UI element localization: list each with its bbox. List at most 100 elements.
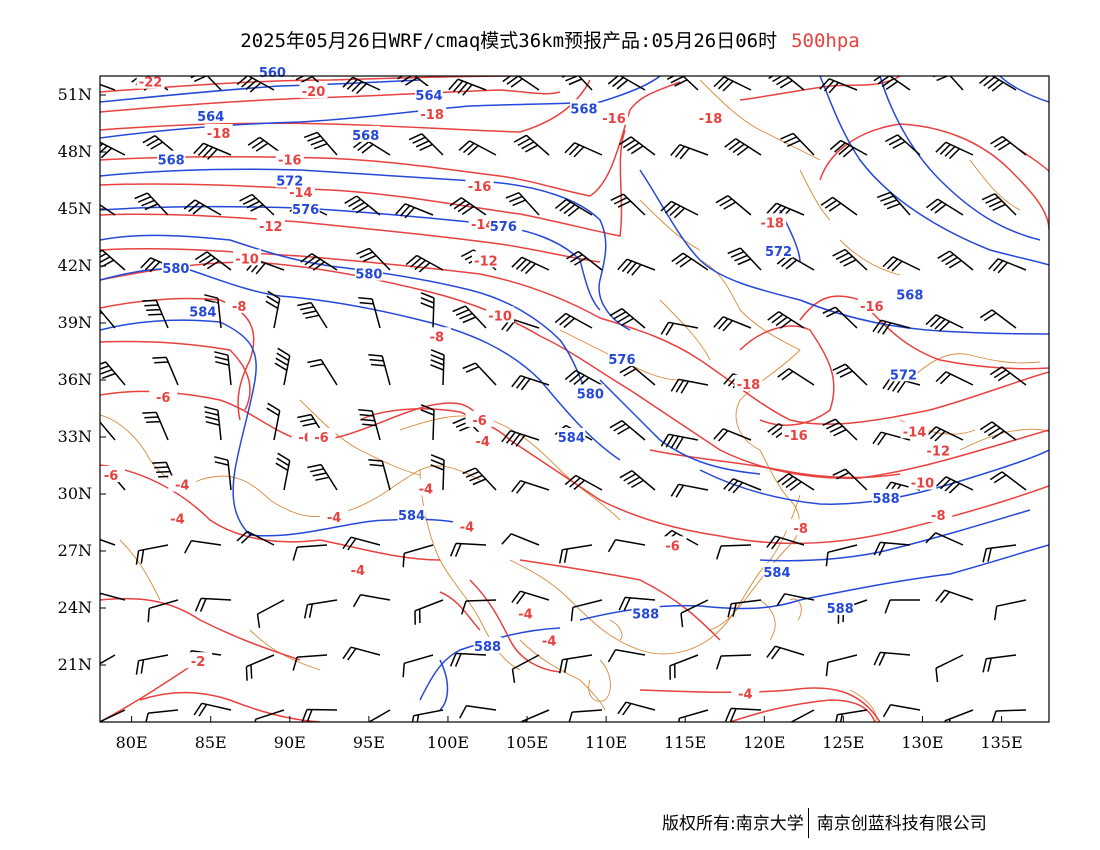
height-contour: [419, 627, 561, 701]
wind-barb: [678, 709, 709, 722]
wind-barb: [462, 362, 497, 386]
temperature-label: -8: [430, 330, 444, 345]
wind-barb: [142, 411, 169, 441]
wind-barb: [344, 195, 381, 216]
wind-barb: [935, 141, 974, 160]
wind-barb: [452, 417, 487, 441]
temperature-label: -12: [927, 444, 951, 459]
wind-barb: [214, 456, 232, 491]
lat-tick-label: 36N: [58, 370, 92, 389]
height-label-bg: [397, 505, 426, 522]
wind-barb: [448, 78, 487, 96]
wind-barb: [882, 704, 921, 718]
wind-barb: [266, 402, 281, 441]
lon-tick-label: 125E: [822, 733, 864, 752]
temperature-label: -18: [420, 108, 444, 123]
coastline: [699, 79, 821, 161]
temperature-label: -6: [156, 391, 170, 406]
coastline: [399, 415, 621, 521]
wind-barb: [356, 247, 391, 271]
wind-barb: [669, 654, 699, 680]
wind-barb: [607, 649, 646, 663]
wind-barb: [292, 544, 328, 561]
wind-barb: [619, 470, 656, 491]
lat-axis: 21N 24N 27N 30N 33N 36N 39N 42N 45N 48N 51N: [58, 85, 106, 674]
wind-barb: [607, 539, 646, 553]
lon-tick-label: 105E: [506, 733, 548, 752]
temperature-contour: [359, 408, 1049, 545]
temperature-label-bg: [168, 475, 197, 492]
wind-barb: [935, 589, 974, 604]
wind-barb: [568, 709, 603, 722]
temperature-label-bg: [465, 177, 494, 194]
coastline: [709, 449, 800, 631]
height-label: 584: [189, 306, 216, 321]
wind-barb: [513, 134, 550, 156]
wind-barb: [564, 369, 603, 388]
height-label-bg: [351, 125, 380, 142]
height-label: 584: [763, 566, 790, 581]
wind-barb: [462, 467, 497, 491]
height-label-bg: [473, 637, 502, 653]
temperature-contour: [100, 597, 301, 661]
wind-barb: [979, 309, 1017, 329]
wind-barb: [430, 349, 445, 386]
temperature-label-bg: [320, 507, 349, 524]
temperature-contour: [139, 691, 321, 722]
wind-barb: [292, 654, 328, 671]
temperature-label: -16: [468, 180, 492, 195]
wind-barb: [405, 254, 444, 273]
temperature-label: -18: [699, 112, 723, 127]
temperature-contour: [519, 559, 721, 641]
height-label: 576: [292, 203, 319, 218]
wind-barb: [978, 76, 1017, 92]
wind-barb: [670, 483, 709, 498]
temperature-label-bg: [471, 251, 500, 268]
wind-barb: [100, 538, 116, 546]
temperature-label: -16: [784, 429, 808, 444]
height-contour: [579, 544, 1049, 621]
wind-barb: [501, 429, 540, 447]
coastline: [969, 159, 1021, 211]
coastline: [759, 599, 776, 641]
wind-barb: [402, 544, 434, 568]
temperature-label-bg: [299, 82, 328, 99]
temperature-label-bg: [924, 505, 953, 522]
map-frame: [99, 75, 1050, 723]
coastline: [789, 598, 802, 621]
height-contour: [100, 234, 591, 401]
temperature-label: -12: [474, 254, 498, 269]
wind-barb: [989, 366, 1027, 386]
lon-tick-label: 115E: [664, 733, 706, 752]
title-main: 2025年05月26日WRF/cmaq模式36km预报产品:05月26日06时: [240, 30, 778, 52]
footer-divider: [807, 808, 809, 838]
height-label-bg: [895, 285, 924, 302]
temperature-label-bg: [136, 72, 165, 89]
height-label: 572: [890, 368, 917, 383]
wind-barb: [767, 311, 805, 329]
height-label: 588: [632, 608, 659, 623]
chart-title: 2025年05月26日WRF/cmaq模式36km预报产品:05月26日06时 5…: [0, 26, 1100, 53]
wind-barb: [724, 707, 762, 722]
wind-barb: [303, 599, 338, 619]
lat-tick-label: 48N: [58, 142, 92, 161]
temperature-label: -4: [460, 520, 474, 535]
height-label: 572: [765, 245, 792, 260]
temperature-label: -18: [760, 216, 784, 231]
lat-tick-label: 51N: [58, 85, 92, 104]
height-label-bg: [872, 488, 901, 505]
temperature-label-bg: [908, 473, 937, 490]
temperature-label-bg: [731, 684, 760, 701]
wind-barb: [618, 596, 656, 611]
temperature-label-bg: [781, 426, 810, 443]
wind-barb: [449, 652, 487, 667]
wind-barb: [671, 252, 709, 271]
wind-barb: [511, 256, 550, 275]
wind-barb: [617, 258, 656, 276]
temperature-label: -10: [911, 477, 935, 492]
height-label-bg: [889, 365, 918, 382]
wind-barb: [982, 544, 1017, 563]
height-label: 568: [158, 154, 185, 169]
wind-barb: [768, 76, 805, 91]
